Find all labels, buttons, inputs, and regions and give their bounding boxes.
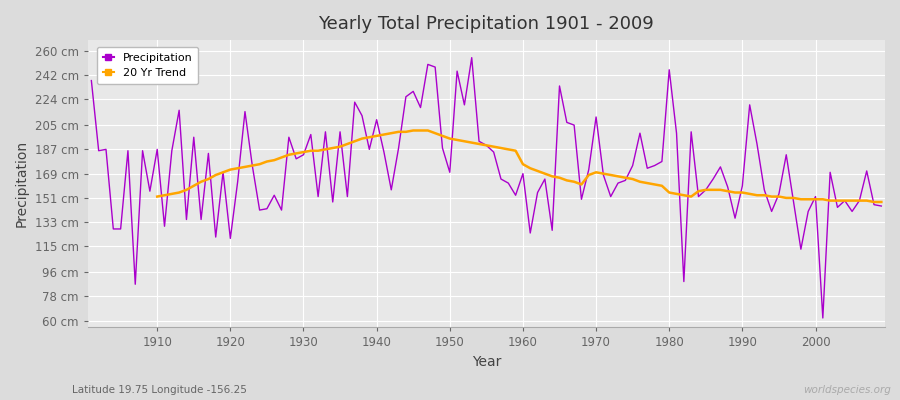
Text: Latitude 19.75 Longitude -156.25: Latitude 19.75 Longitude -156.25 [72, 385, 247, 395]
X-axis label: Year: Year [472, 355, 501, 369]
Title: Yearly Total Precipitation 1901 - 2009: Yearly Total Precipitation 1901 - 2009 [319, 15, 654, 33]
Text: worldspecies.org: worldspecies.org [803, 385, 891, 395]
Legend: Precipitation, 20 Yr Trend: Precipitation, 20 Yr Trend [97, 47, 198, 84]
Y-axis label: Precipitation: Precipitation [15, 140, 29, 227]
